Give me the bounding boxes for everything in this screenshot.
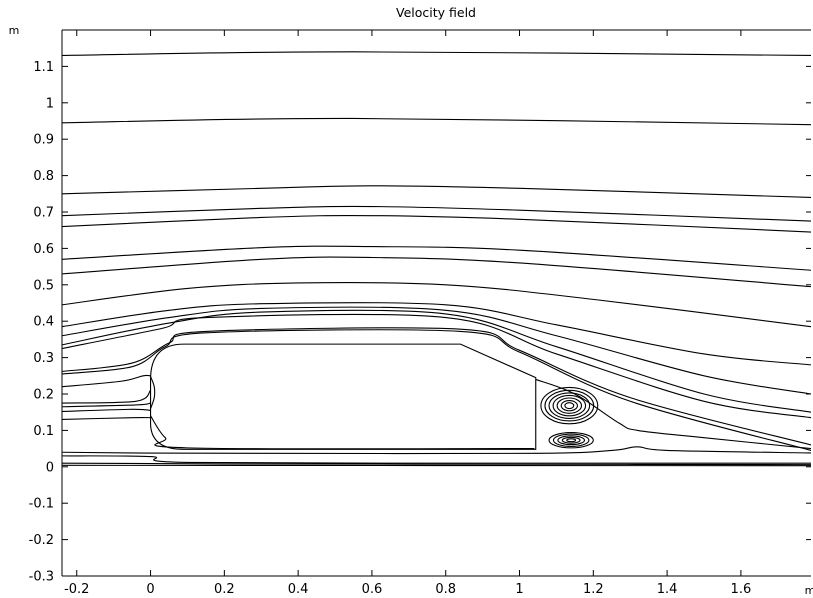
y-tick-label: 0.4 [33,315,54,330]
streamline [61,214,812,233]
streamline [61,302,812,366]
streamline [61,245,812,271]
x-tick-label: 0.4 [288,582,309,597]
x-axis-unit: m [805,584,813,597]
vortex-ring [556,397,583,414]
streamline [61,282,812,328]
vortex-ring [566,438,577,443]
streamline [61,309,812,413]
y-tick-label: 0.9 [33,133,54,148]
streamline [61,416,151,421]
y-axis-ticks: -0.3 -0.2 -0.1 0 0.1 0.2 0.3 0.4 0.5 0.6 0.7 0.8 0.9… [29,60,811,585]
y-tick-label: 1.1 [33,60,54,75]
y-tick-label: 0.7 [33,206,54,221]
x-tick-label: -0.2 [64,582,89,597]
wake-vortices [540,386,599,449]
vortex-ring [552,394,587,417]
vortex-ring [548,392,591,419]
streamline [61,306,812,395]
vortex-ring [564,402,575,410]
vortex-ring [560,400,578,412]
vortex-ring [561,436,581,444]
x-tick-label: 1 [515,582,523,597]
vehicle-body [150,343,537,450]
x-axis-ticks: -0.2 0 0.2 0.4 0.6 0.8 1 1.2 1.4 1.6 [64,30,751,597]
y-axis-unit: m [9,24,20,37]
y-tick-label: 0.8 [33,169,54,184]
vortex-ring [552,433,590,447]
streamline [61,389,151,404]
plot-frame [61,29,811,577]
y-tick-label: -0.3 [29,570,54,585]
streamline [535,378,812,450]
y-tick-label: 0.2 [33,388,54,403]
streamline [61,455,812,464]
streamline [61,185,812,198]
y-tick-label: -0.2 [29,533,54,548]
streamline [61,327,812,446]
body-outline [150,343,537,450]
y-tick-label: 0 [46,460,54,475]
y-tick-label: 0.3 [33,351,54,366]
streamline [61,402,151,408]
vortex-ring [540,386,599,425]
vortex-ring [548,432,594,449]
streamline [61,408,151,413]
streamline [150,415,535,450]
chart-title: Velocity field [396,5,476,20]
y-tick-label: -0.1 [29,497,54,512]
streamline [61,205,812,222]
x-tick-label: 1.6 [731,582,752,597]
streamline [61,329,812,451]
vortex-ring [557,435,586,446]
x-tick-label: 0 [146,582,154,597]
streamline [61,313,812,419]
streamline [61,117,812,126]
streamline [61,51,812,57]
x-tick-label: 1.4 [657,582,678,597]
vortex-ring [544,389,595,422]
y-tick-label: 0.1 [33,424,54,439]
y-tick-label: 1 [46,96,54,111]
x-tick-label: 0.6 [362,582,383,597]
streamline [61,462,812,466]
streamline [61,374,151,388]
x-tick-label: 0.8 [435,582,456,597]
y-tick-label: 0.5 [33,278,54,293]
streamline [61,256,812,288]
x-tick-label: 0.2 [214,582,235,597]
streamline [61,446,812,455]
streamline [150,376,156,409]
y-tick-label: 0.6 [33,242,54,257]
x-tick-label: 1.2 [583,582,604,597]
streamlines [61,51,812,467]
